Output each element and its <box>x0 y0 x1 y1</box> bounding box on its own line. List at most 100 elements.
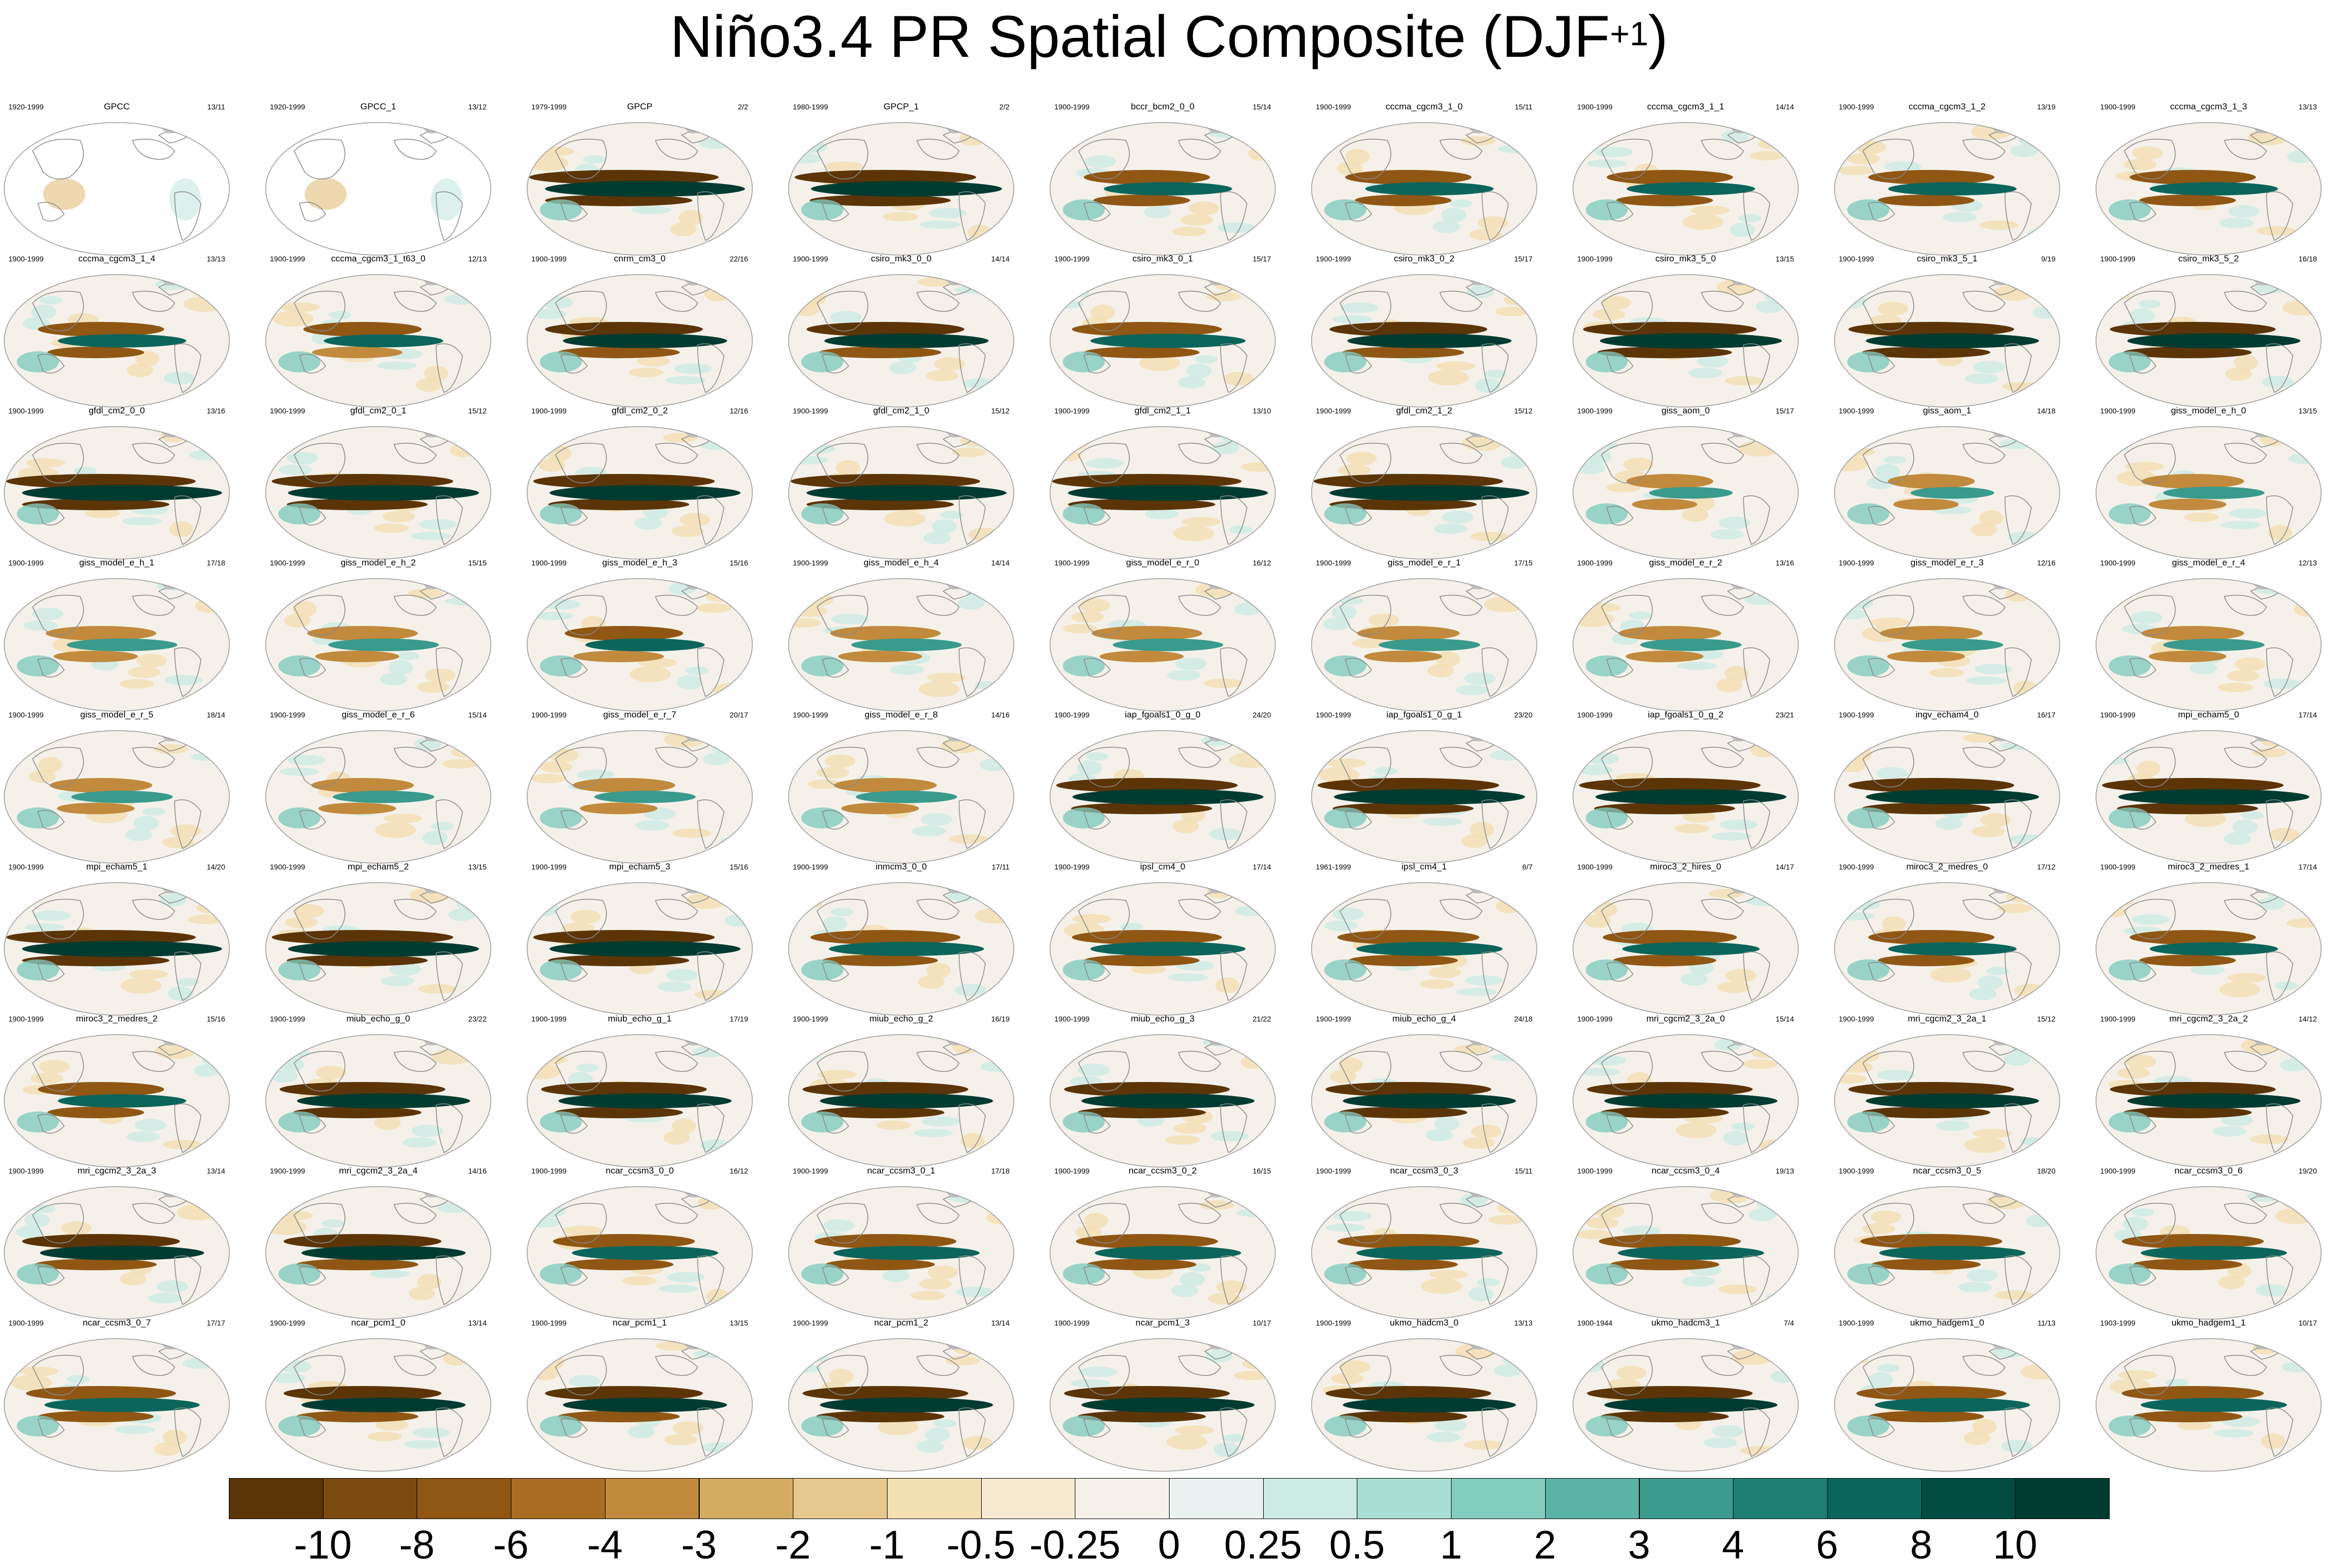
panel-count: 7/4 <box>1783 1319 1794 1327</box>
continent-outline <box>555 432 724 545</box>
wet-anomaly-patch <box>17 1263 59 1284</box>
panel-period: 1900-1999 <box>1054 407 1090 415</box>
map-globe <box>527 1338 753 1472</box>
colorbar-box <box>2015 1478 2110 1519</box>
anomaly-patch <box>1464 1440 1503 1450</box>
wet-anomaly-tongue <box>2163 639 2265 651</box>
dry-anomaly-band <box>1072 930 1222 945</box>
anomaly-patch <box>1346 452 1377 466</box>
continent-outline <box>2124 1192 2293 1305</box>
anomaly-patch <box>1688 368 1722 378</box>
panel-title: csiro_mk3_5_0 <box>1655 254 1716 264</box>
colorbar-tick-label: 4 <box>1722 1523 1745 1567</box>
dry-anomaly-band <box>1856 1386 2007 1401</box>
colorbar-tick-label: 0.25 <box>1224 1523 1302 1567</box>
dry-anomaly-band <box>287 955 428 966</box>
anomaly-patch <box>956 1287 994 1297</box>
colorbar-tick-label: -0.5 <box>946 1523 1016 1567</box>
map-panel: giss_model_e_r_8 1900-1999 14/16 <box>785 710 1017 874</box>
wet-anomaly-patch <box>1847 199 1889 220</box>
wet-anomaly-patch <box>1847 1111 1889 1132</box>
land-anomaly-patch <box>431 178 462 220</box>
anomaly-patch <box>679 210 703 226</box>
anomaly-patch <box>961 1133 985 1149</box>
dry-anomaly-band <box>1632 499 1697 510</box>
anomaly-patch <box>2191 965 2224 975</box>
globe-outline <box>1050 1338 1276 1472</box>
dry-anomaly-band <box>1339 1107 1467 1118</box>
colorbar-tick-label: 8 <box>1910 1523 1932 1567</box>
panel-title: cccma_cgcm3_1_2 <box>1908 102 1986 112</box>
panel-period: 1979-1999 <box>531 103 567 111</box>
anomaly-patch <box>953 1343 986 1355</box>
map-globe <box>527 1034 753 1168</box>
anomaly-patch <box>1323 618 1351 630</box>
globe-outline <box>4 122 230 256</box>
anomaly-patch <box>1145 509 1178 519</box>
anomaly-patch <box>164 372 195 385</box>
panel-title: csiro_mk3_5_1 <box>1917 254 1978 264</box>
panel-period: 1900-1999 <box>1839 711 1874 719</box>
wet-anomaly-patch <box>1847 503 1889 524</box>
map-panel: csiro_mk3_5_1 1900-1999 9/19 <box>1831 254 2063 418</box>
anomaly-patch <box>1730 222 1755 237</box>
anomaly-patch <box>825 754 855 768</box>
wet-anomaly-tongue <box>1866 789 2039 805</box>
continent-outline <box>294 584 463 697</box>
anomaly-patch <box>2218 683 2253 692</box>
anomaly-patch <box>1171 1284 1198 1297</box>
dry-anomaly-band <box>2141 626 2244 641</box>
panel-count: 16/15 <box>1252 1167 1271 1175</box>
panel-count: 6/7 <box>1522 863 1533 871</box>
anomaly-patch <box>1477 1278 1500 1287</box>
map-globe <box>1834 1186 2060 1320</box>
wet-anomaly-tongue <box>563 333 727 348</box>
wet-anomaly-patch <box>2109 959 2151 980</box>
wet-anomaly-patch <box>1586 807 1628 828</box>
dry-anomaly-band <box>1868 170 1994 185</box>
land-anomaly-patch <box>169 178 201 220</box>
globe-outline <box>2095 1034 2322 1168</box>
anomaly-patch <box>1835 912 1875 920</box>
panel-count: 13/13 <box>1514 1319 1533 1327</box>
anomaly-patch <box>25 923 65 932</box>
map-globe <box>265 578 491 712</box>
dry-anomaly-band <box>311 778 414 793</box>
panel-title: gfdl_cm2_0_1 <box>350 406 407 416</box>
anomaly-patch <box>919 681 960 697</box>
anomaly-patch <box>576 1064 599 1072</box>
panel-title: ncar_pcm1_0 <box>351 1318 406 1328</box>
anomaly-patch <box>1456 685 1489 695</box>
anomaly-patch <box>1078 1064 1110 1076</box>
anomaly-patch <box>1338 464 1370 476</box>
globe-outline <box>1311 274 1537 408</box>
map-globe <box>4 426 230 560</box>
anomaly-patch <box>442 759 477 768</box>
wet-anomaly-patch <box>1847 351 1889 372</box>
wet-anomaly-tongue <box>22 485 222 501</box>
wet-anomaly-patch <box>17 1415 59 1437</box>
map-panel: csiro_mk3_0_1 1900-1999 15/17 <box>1047 254 1278 418</box>
map-globe <box>1573 122 1799 256</box>
globe-outline <box>788 274 1014 408</box>
globe-outline <box>1311 1034 1537 1168</box>
dry-anomaly-band <box>2149 651 2226 662</box>
anomaly-patch <box>1726 969 1756 983</box>
globe-outline <box>2095 274 2322 408</box>
continent-outline <box>1078 736 1247 849</box>
anomaly-patch <box>316 1066 346 1079</box>
continent-outline <box>1339 432 1509 545</box>
anomaly-patch <box>707 126 739 138</box>
map-panel: mpi_echam5_1 1900-1999 14/20 <box>1 862 233 1026</box>
panel-period: 1900-1999 <box>2100 711 2135 719</box>
anomaly-patch <box>2281 1362 2315 1372</box>
dry-anomaly-band <box>1610 1259 1719 1270</box>
map-globe <box>265 426 491 560</box>
anomaly-patch <box>636 820 669 831</box>
anomaly-patch <box>2284 1200 2321 1209</box>
panel-period: 1900-1999 <box>1054 1167 1090 1175</box>
panel-period: 1900-1999 <box>2100 103 2135 111</box>
map-globe <box>788 1338 1014 1472</box>
anomaly-patch <box>1331 1373 1364 1384</box>
anomaly-patch <box>2250 1135 2289 1144</box>
